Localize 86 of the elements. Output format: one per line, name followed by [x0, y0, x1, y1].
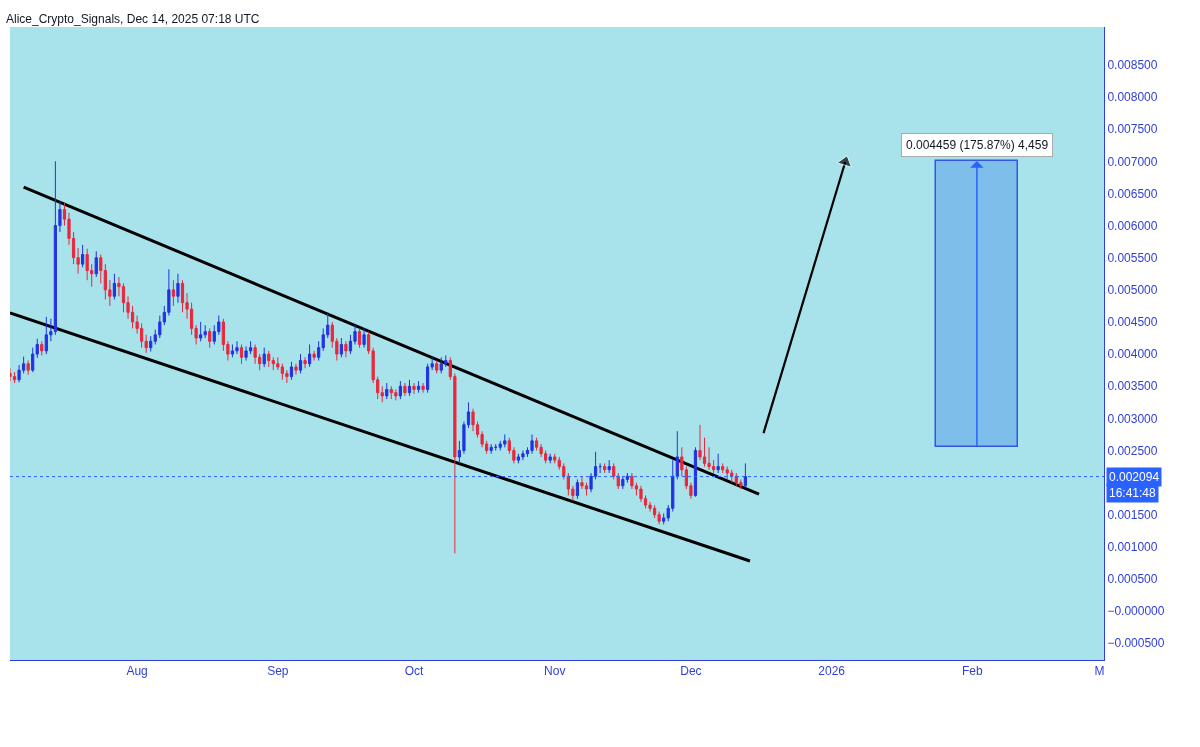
candlestick — [208, 327, 212, 349]
candlestick — [421, 382, 425, 394]
x-tick-label: 2026 — [818, 664, 846, 679]
candlestick — [26, 360, 30, 376]
candlestick — [94, 250, 98, 278]
candlestick — [548, 453, 552, 464]
text: 16:41:48 — [1109, 486, 1157, 500]
y-tick-label: −0.000500 — [1107, 636, 1165, 651]
candlestick — [503, 433, 507, 448]
y-tick-label: 0.006500 — [1107, 186, 1158, 201]
candlestick — [521, 450, 525, 461]
candlestick — [607, 459, 611, 474]
candlestick — [199, 321, 203, 342]
candlestick — [589, 472, 593, 493]
y-tick-label: 0.001000 — [1107, 540, 1158, 555]
candlestick — [203, 324, 207, 339]
candlestick — [435, 360, 439, 374]
candlestick — [312, 350, 316, 362]
candlestick — [362, 327, 366, 349]
candlestick — [407, 379, 412, 397]
candlestick — [262, 347, 266, 368]
y-tick-label: 0.008000 — [1107, 90, 1158, 105]
candlestick — [530, 433, 534, 455]
y-tick-label: 0.001500 — [1107, 507, 1158, 522]
candlestick — [385, 382, 389, 400]
y-tick-label: 0.000500 — [1107, 572, 1158, 587]
candlestick — [12, 371, 17, 384]
candlestick — [149, 335, 153, 353]
y-tick-label: 0.008500 — [1107, 58, 1158, 73]
chart-title: Alice_Crypto_Signals, Dec 14, 2025 07:18 UTC — [6, 12, 260, 27]
y-tick-label: 0.004500 — [1107, 315, 1158, 330]
y-tick-label: 0.007000 — [1107, 154, 1158, 169]
candlestick — [176, 273, 180, 304]
y-tick-label: 0.004000 — [1107, 347, 1158, 362]
candlestick — [621, 475, 625, 490]
candlestick — [575, 478, 580, 500]
candlestick — [307, 343, 312, 368]
candlestick — [489, 443, 493, 455]
x-tick-label: Nov — [544, 664, 566, 679]
candlestick — [357, 327, 362, 349]
x-tick-label: Sep — [267, 664, 289, 679]
candlestick — [598, 462, 602, 474]
candlestick — [267, 350, 271, 368]
candlestick — [716, 453, 720, 474]
candlestick — [416, 380, 421, 394]
y-tick-label: 0.005500 — [1107, 250, 1158, 265]
candlestick — [394, 388, 398, 401]
candlestick — [403, 382, 407, 397]
candlestick — [516, 453, 521, 464]
y-tick-label: 0.007500 — [1107, 122, 1158, 137]
x-tick-label: Feb — [962, 664, 984, 679]
candlestick — [603, 462, 607, 474]
candlestick — [289, 361, 294, 381]
candlestick — [553, 453, 557, 464]
y-tick-label: −0.000000 — [1107, 604, 1165, 619]
candlestick — [398, 380, 402, 400]
candlestick — [171, 279, 176, 307]
candlestick — [612, 462, 616, 480]
candlestick — [244, 345, 248, 362]
y-tick-label: 0.005000 — [1107, 283, 1158, 298]
candlestick — [593, 451, 598, 480]
y-tick-label: 0.006000 — [1107, 218, 1158, 233]
candlestick — [112, 273, 117, 300]
x-tick-label: M — [1094, 664, 1105, 679]
candlestick — [339, 337, 343, 358]
y-tick-label: 0.002500 — [1107, 443, 1158, 458]
candlestick — [230, 343, 235, 358]
candlestick — [294, 363, 298, 376]
candlestick — [675, 430, 679, 480]
x-tick-label: Dec — [680, 664, 702, 679]
candlestick — [344, 340, 348, 358]
candlestick — [81, 244, 85, 268]
candlestick — [235, 340, 239, 355]
candlestick — [412, 382, 416, 395]
candlestick — [239, 343, 244, 365]
x-tick-label: Aug — [126, 664, 148, 679]
candlestick — [743, 462, 747, 489]
data-label: 0.004459 (175.87%) 4,459 — [906, 138, 1049, 152]
candlestick — [693, 446, 698, 498]
ref-line-label: 0.002094 — [1109, 470, 1160, 484]
candlestick — [40, 340, 44, 356]
y-tick-label: 0.003500 — [1107, 379, 1158, 394]
y-tick-label: 0.003000 — [1107, 411, 1158, 426]
candlestick — [303, 356, 307, 369]
x-tick-label: Oct — [404, 664, 425, 679]
candlestick — [298, 353, 303, 374]
